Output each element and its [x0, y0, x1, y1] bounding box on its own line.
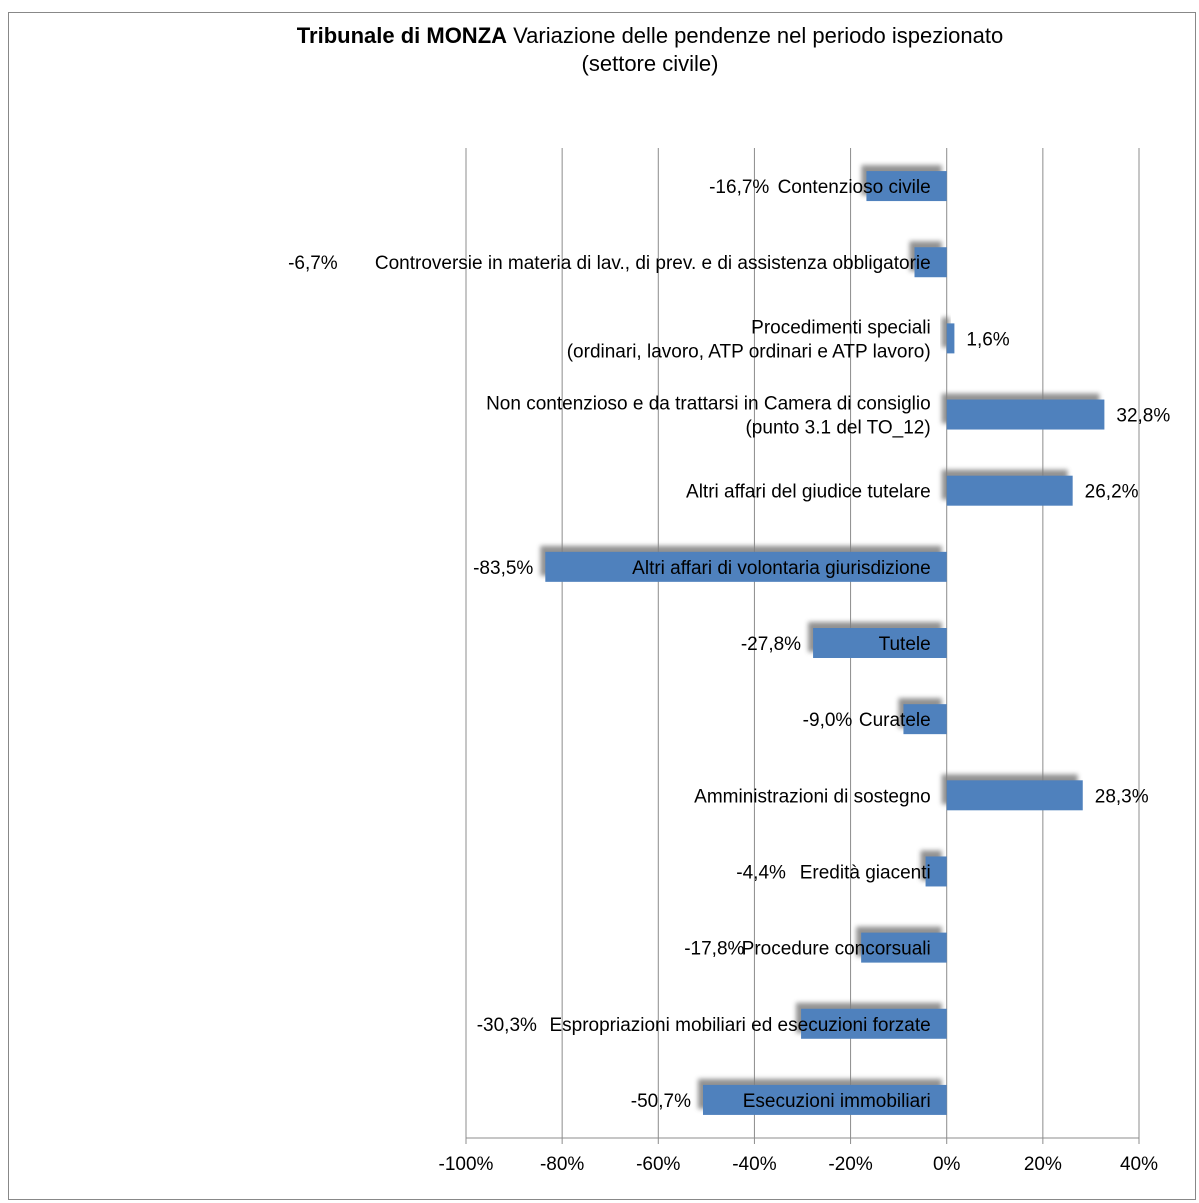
bar-shadow [941, 317, 950, 348]
bar [813, 628, 947, 658]
chart-title: Tribunale di MONZA Variazione delle pend… [0, 22, 1199, 78]
data-label: 32,8% [1116, 406, 1170, 427]
data-label: -83,5% [473, 558, 533, 579]
bar [866, 171, 947, 202]
category-label: Altri affari del giudice tutelare [686, 482, 931, 503]
x-tick-label: -40% [732, 1154, 776, 1175]
chart-title-bold: Tribunale di MONZA [296, 23, 508, 48]
x-tick-label: 20% [1024, 1154, 1062, 1175]
category-label: Procedimenti speciali [751, 317, 931, 338]
category-label: Curatele [859, 710, 931, 731]
x-tick-label: -100% [439, 1154, 494, 1175]
bar [702, 1084, 947, 1115]
bar [946, 399, 1105, 430]
gridlines [465, 148, 1140, 1138]
x-tick-label: -20% [828, 1154, 872, 1175]
category-label: Espropriazioni mobiliari ed esecuzioni f… [549, 1015, 930, 1036]
data-label: -30,3% [477, 1015, 537, 1036]
chart-frame [8, 12, 1196, 1200]
bar [903, 704, 947, 735]
category-label: Procedure concorsuali [742, 939, 931, 960]
x-tick-label: -80% [540, 1154, 584, 1175]
bar [946, 475, 1073, 506]
bar [925, 856, 947, 887]
category-label: Tutele [879, 634, 931, 655]
category-label: Altri affari di volontaria giurisdizione [632, 558, 931, 579]
category-label: Eredità giacenti [800, 862, 931, 883]
data-label: 28,3% [1095, 786, 1149, 807]
category-label: (ordinari, lavoro, ATP ordinari e ATP la… [567, 341, 931, 362]
bar [861, 932, 947, 963]
category-label: Amministrazioni di sostegno [694, 786, 931, 807]
x-axis: -100% -80% -60% -40% -20% 0% 20% 40% [439, 1137, 1158, 1175]
x-tick-label: 0% [933, 1154, 961, 1175]
data-label: 26,2% [1085, 482, 1139, 503]
chart-title-line: Tribunale di MONZA Variazione delle pend… [0, 22, 1199, 50]
bar [545, 551, 947, 582]
bar [914, 247, 947, 278]
x-tick-label: -60% [636, 1154, 680, 1175]
category-label: Non contenzioso e da trattarsi in Camera… [486, 394, 931, 415]
data-label: -9,0% [803, 710, 853, 731]
bar [946, 780, 1083, 811]
data-label: -50,7% [631, 1091, 691, 1112]
data-label: 1,6% [966, 329, 1009, 350]
category-label: Controversie in materia di lav., di prev… [375, 253, 931, 274]
chart-subtitle: (settore civile) [581, 51, 719, 76]
labels: Contenzioso civile -16,7% Controversie in … [288, 177, 1170, 1112]
bar [946, 323, 955, 354]
data-label: -6,7% [288, 253, 338, 274]
x-tick-label: 40% [1120, 1154, 1158, 1175]
chart-title-rest: Variazione delle pendenze nel periodo is… [507, 23, 1004, 48]
bar [801, 1008, 947, 1039]
data-label: -16,7% [709, 177, 769, 198]
data-label: -27,8% [741, 634, 801, 655]
category-label: Contenzioso civile [778, 177, 931, 198]
data-label: -17,8% [684, 939, 744, 960]
data-label: -4,4% [736, 862, 786, 883]
category-label: (punto 3.1 del TO_12) [745, 418, 930, 439]
bars [540, 165, 1105, 1115]
category-label: Esecuzioni immobiliari [743, 1091, 931, 1112]
